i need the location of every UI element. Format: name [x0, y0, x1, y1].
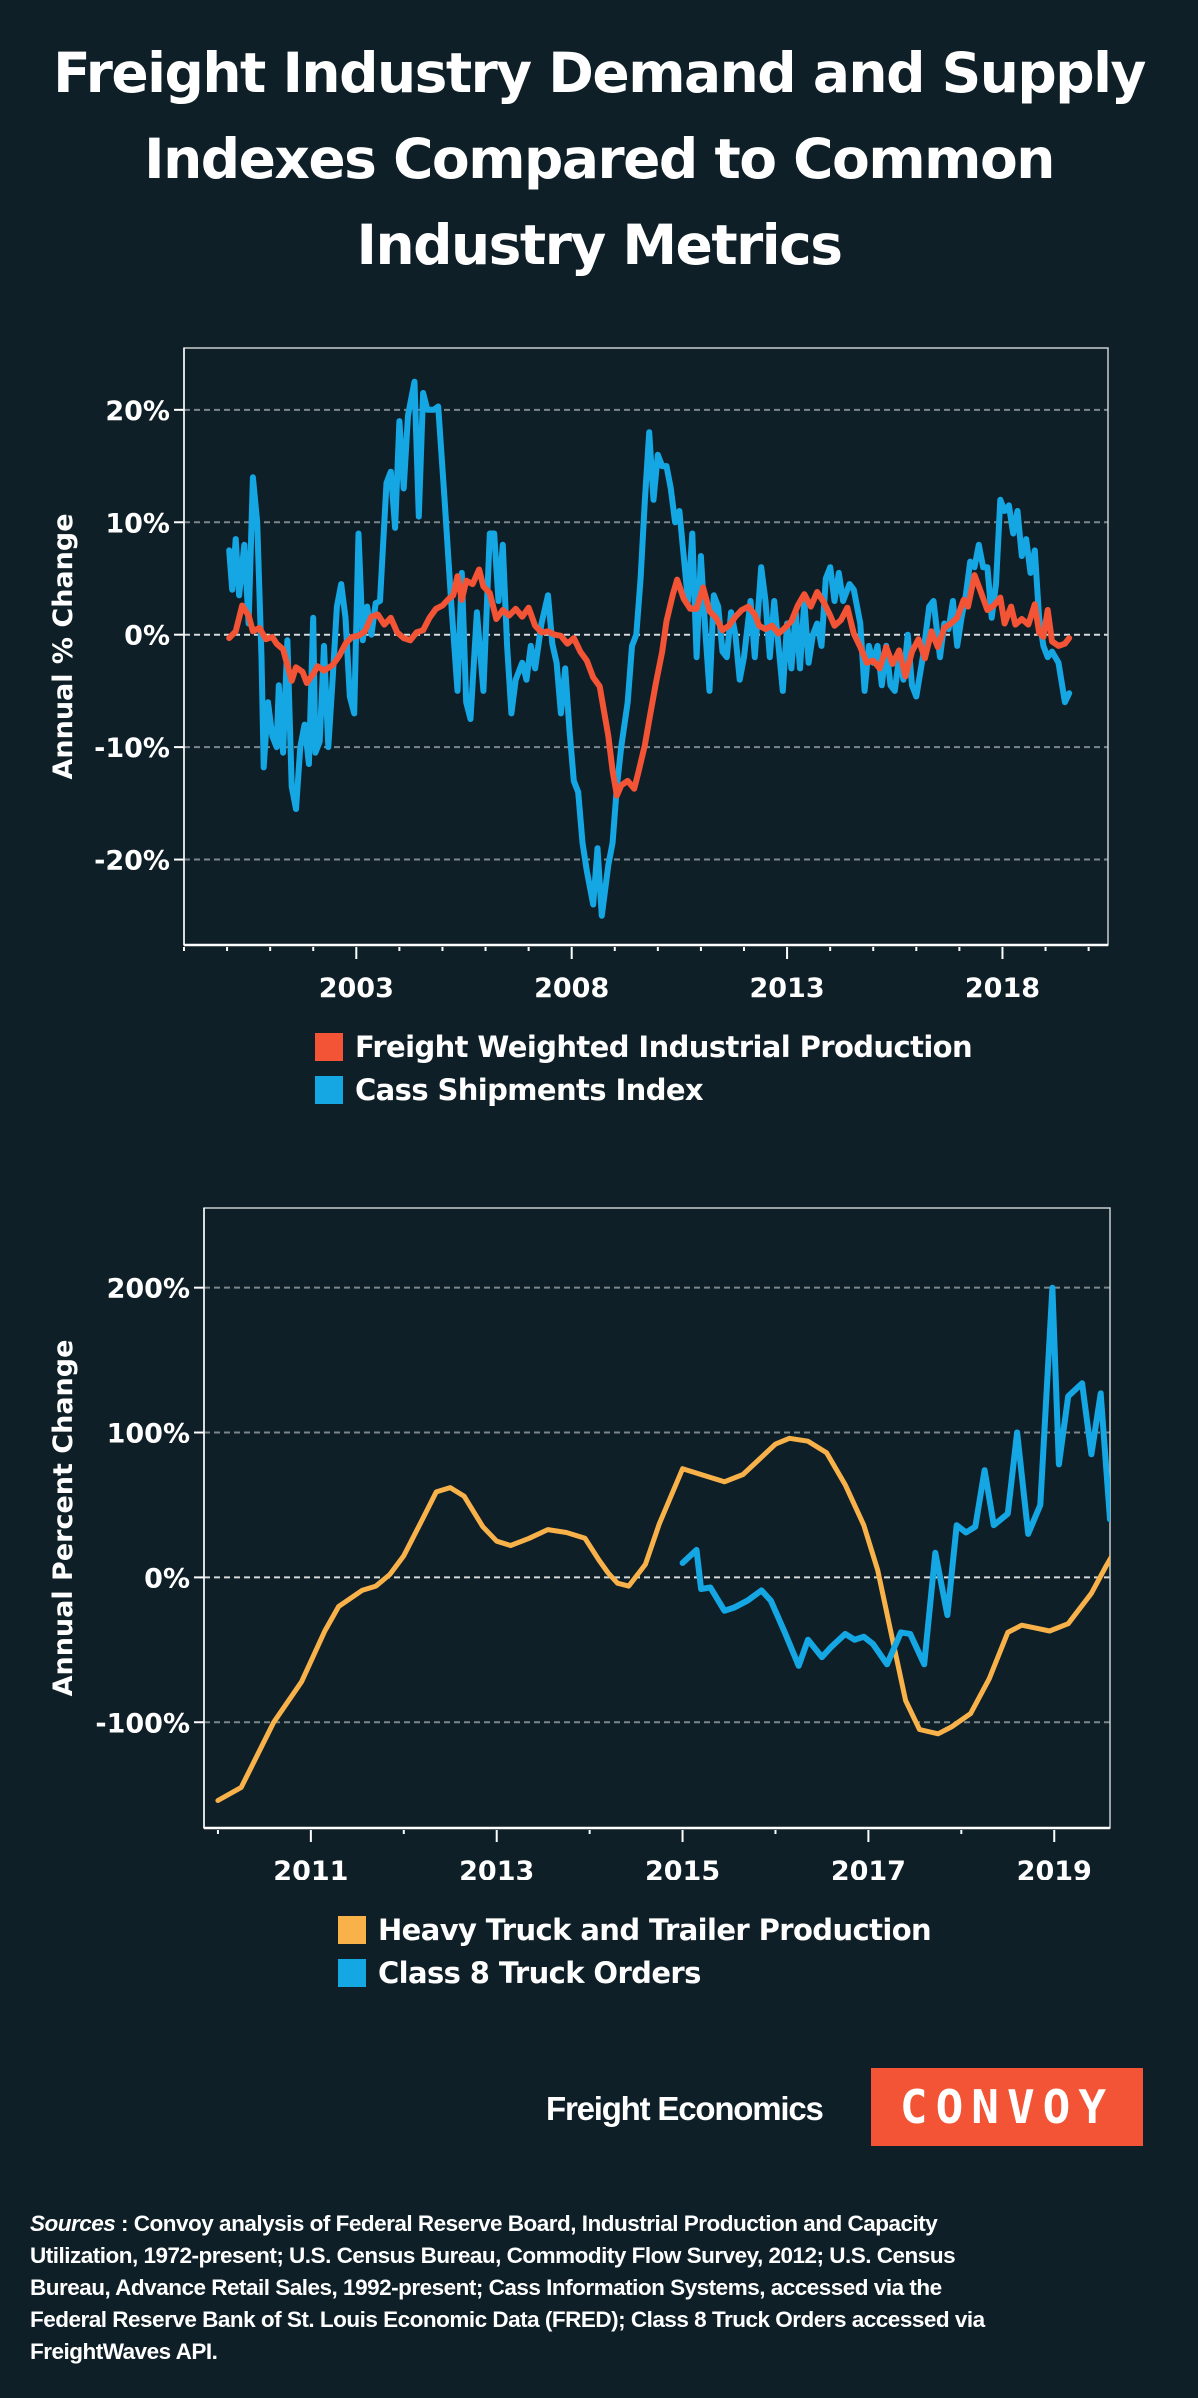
series-group — [215, 1284, 1110, 1803]
legend-swatch-cass — [315, 1075, 343, 1104]
title-line-1: Freight Industry Demand and Supply — [53, 41, 1146, 105]
y-tick-label: 10% — [105, 508, 170, 539]
x-tick-label: 2011 — [273, 1856, 348, 1880]
legend-top-chart: Freight Weighted Industrial Production C… — [315, 1025, 973, 1111]
y-tick-label: 0% — [124, 621, 170, 652]
series-line-freight-weighted-industrial-production — [226, 566, 1073, 799]
legend-swatch-heavy-truck — [338, 1915, 366, 1944]
x-tick-label: 2019 — [1017, 1856, 1092, 1880]
legend-swatch-class8 — [338, 1958, 366, 1987]
chart-truck-production: 200% 100% 0% -100% 2011 2013 2015 2017 2019 Annua… — [48, 1207, 1111, 1880]
series-line-cass-shipments-index — [226, 378, 1073, 919]
sources-note: Sources : Convoy analysis of Federal Res… — [30, 2208, 1020, 2368]
x-tick-label: 2018 — [965, 973, 1040, 1000]
series-line-class-8-truck-orders — [679, 1284, 1110, 1669]
x-tick-label: 2003 — [319, 973, 394, 1000]
freight-economics-brand: Freight Economics — [546, 2090, 824, 2127]
legend-item-class8: Class 8 Truck Orders — [338, 1951, 931, 1994]
y-tick-label: -10% — [94, 733, 170, 764]
legend-label-fwip: Freight Weighted Industrial Production — [355, 1029, 973, 1064]
convoy-logo: CONVOY — [871, 2068, 1143, 2146]
legend-swatch-fwip — [315, 1032, 343, 1061]
y-tick-label: 0% — [144, 1563, 190, 1594]
sources-text: Convoy analysis of Federal Reserve Board… — [30, 2211, 985, 2364]
page-title: Freight Industry Demand and Supply Index… — [0, 30, 1198, 288]
legend-item-fwip: Freight Weighted Industrial Production — [315, 1025, 973, 1068]
x-tick-label: 2013 — [459, 1856, 534, 1880]
legend-label-heavy-truck: Heavy Truck and Trailer Production — [378, 1912, 932, 1947]
x-tick-label: 2008 — [534, 973, 609, 1000]
y-axis-title: Annual % Change — [48, 513, 79, 779]
legend-label-class8: Class 8 Truck Orders — [378, 1955, 701, 1990]
sources-separator: : — [115, 2211, 134, 2236]
series-group — [226, 378, 1073, 919]
x-tick-label: 2015 — [645, 1856, 720, 1880]
y-tick-label: 200% — [107, 1274, 190, 1305]
legend-label-cass: Cass Shipments Index — [355, 1072, 704, 1107]
legend-item-cass: Cass Shipments Index — [315, 1068, 972, 1111]
x-tick-label: 2013 — [749, 973, 824, 1000]
y-axis-title: Annual Percent Change — [48, 1340, 79, 1697]
y-tick-label: -20% — [94, 846, 170, 877]
series-line-heavy-truck-and-trailer-production — [215, 1435, 1110, 1803]
y-tick-label: 20% — [105, 396, 170, 427]
y-tick-label: 100% — [107, 1419, 190, 1450]
legend-bottom-chart: Heavy Truck and Trailer Production Class… — [338, 1908, 932, 1994]
sources-label: Sources — [30, 2211, 116, 2236]
chart-freight-indexes: 20% 10% 0% -10% -20% 2003 2008 2013 2018 Annual %… — [48, 347, 1109, 1000]
x-tick-label: 2017 — [831, 1856, 906, 1880]
title-line-3: Industry Metrics — [356, 213, 843, 277]
legend-item-heavy-truck: Heavy Truck and Trailer Production — [338, 1908, 932, 1951]
title-line-2: Indexes Compared to Common — [144, 127, 1055, 191]
y-tick-label: -100% — [95, 1708, 190, 1739]
